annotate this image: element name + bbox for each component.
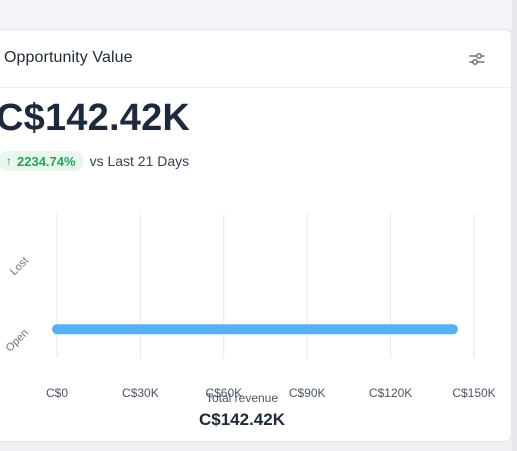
x-tick-label: C$60K (205, 386, 242, 400)
revenue-bar-chart: C$0 C$30K C$60K C$90K C$120K C$150K Lost Open (4, 214, 496, 400)
x-tick-label: C$90K (289, 386, 326, 400)
card-header: Opportunity Value (0, 30, 511, 88)
x-tick-label: C$120K (369, 386, 412, 400)
delta-badge: ↑ 2234.74% (0, 151, 84, 171)
chart-settings-button[interactable] (467, 49, 487, 69)
comparison-period: vs Last 21 Days (89, 153, 190, 169)
delta-percent: 2234.74% (17, 153, 76, 169)
opportunity-total-value: C$142.42K (0, 97, 191, 139)
y-category-label: Lost (8, 255, 31, 278)
card-title: Opportunity Value (4, 49, 133, 66)
x-tick-label: C$30K (122, 386, 159, 400)
opportunity-value-card: Opportunity Value C$142.42K ↑ 2234.74% v… (0, 29, 512, 442)
right-edge (512, 0, 517, 451)
top-strip (0, 0, 517, 29)
x-axis-title: Total revenue (205, 391, 279, 405)
delta-row: ↑ 2234.74% vs Last 21 Days (0, 150, 189, 172)
total-revenue-value: C$142.42K (198, 410, 285, 429)
sliders-icon (469, 53, 485, 65)
x-tick-label: C$0 (46, 386, 68, 400)
arrow-up-icon: ↑ (6, 154, 12, 168)
x-tick-label: C$150K (452, 386, 495, 400)
y-category-label: Open (4, 327, 32, 355)
